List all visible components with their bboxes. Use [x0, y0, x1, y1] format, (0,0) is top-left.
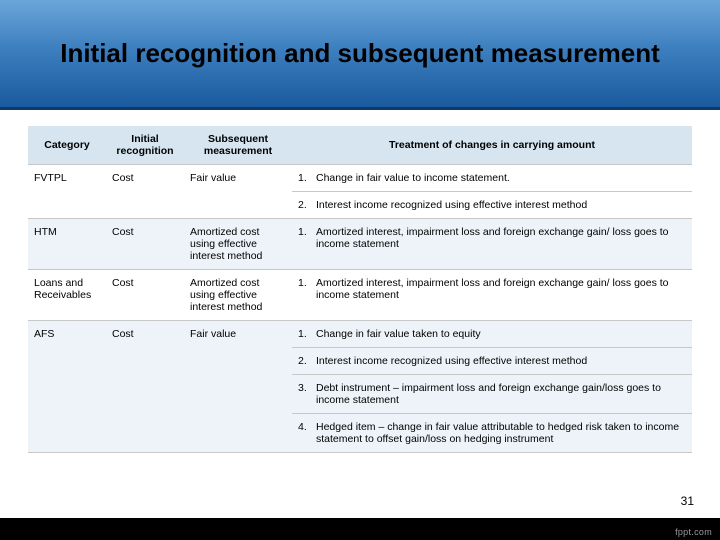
cell-category: HTM: [28, 219, 106, 270]
cell-treatment-text: Interest income recognized using effecti…: [310, 348, 692, 375]
table-row: AFSCostFair value1.Change in fair value …: [28, 321, 692, 348]
slide: Initial recognition and subsequent measu…: [0, 0, 720, 540]
cell-subsequent: Amortized cost using effective interest …: [184, 219, 292, 270]
header-subsequent: Subsequent measurement: [184, 126, 292, 165]
header-initial: Initial recognition: [106, 126, 184, 165]
cell-treatment-text: Change in fair value to income statement…: [310, 165, 692, 192]
slide-title: Initial recognition and subsequent measu…: [60, 39, 660, 69]
cell-treatment-number: 2.: [292, 348, 310, 375]
cell-subsequent: Amortized cost using effective interest …: [184, 270, 292, 321]
cell-initial: Cost: [106, 165, 184, 219]
cell-treatment-number: 1.: [292, 321, 310, 348]
cell-treatment-number: 1.: [292, 219, 310, 270]
cell-treatment-number: 3.: [292, 375, 310, 414]
cell-treatment-text: Debt instrument – impairment loss and fo…: [310, 375, 692, 414]
cell-subsequent: Fair value: [184, 165, 292, 219]
cell-treatment-number: 4.: [292, 414, 310, 453]
cell-category: Loans and Receivables: [28, 270, 106, 321]
header-treatment: Treatment of changes in carrying amount: [292, 126, 692, 165]
cell-treatment-number: 2.: [292, 192, 310, 219]
page-number: 31: [681, 494, 694, 508]
cell-category: AFS: [28, 321, 106, 453]
cell-initial: Cost: [106, 219, 184, 270]
header-category: Category: [28, 126, 106, 165]
table-row: HTMCostAmortized cost using effective in…: [28, 219, 692, 270]
content-area: Category Initial recognition Subsequent …: [0, 110, 720, 453]
cell-treatment-text: Change in fair value taken to equity: [310, 321, 692, 348]
footer-bar: [0, 518, 720, 540]
cell-treatment-text: Amortized interest, impairment loss and …: [310, 270, 692, 321]
cell-subsequent: Fair value: [184, 321, 292, 453]
cell-treatment-text: Interest income recognized using effecti…: [310, 192, 692, 219]
title-band: Initial recognition and subsequent measu…: [0, 0, 720, 110]
cell-treatment-text: Hedged item – change in fair value attri…: [310, 414, 692, 453]
table-header-row: Category Initial recognition Subsequent …: [28, 126, 692, 165]
table-row: Loans and ReceivablesCostAmortized cost …: [28, 270, 692, 321]
table-row: FVTPLCostFair value1.Change in fair valu…: [28, 165, 692, 192]
cell-initial: Cost: [106, 270, 184, 321]
footer-brand: fppt.com: [675, 527, 712, 537]
cell-category: FVTPL: [28, 165, 106, 219]
recognition-measurement-table: Category Initial recognition Subsequent …: [28, 126, 692, 453]
cell-treatment-number: 1.: [292, 270, 310, 321]
cell-initial: Cost: [106, 321, 184, 453]
cell-treatment-number: 1.: [292, 165, 310, 192]
cell-treatment-text: Amortized interest, impairment loss and …: [310, 219, 692, 270]
